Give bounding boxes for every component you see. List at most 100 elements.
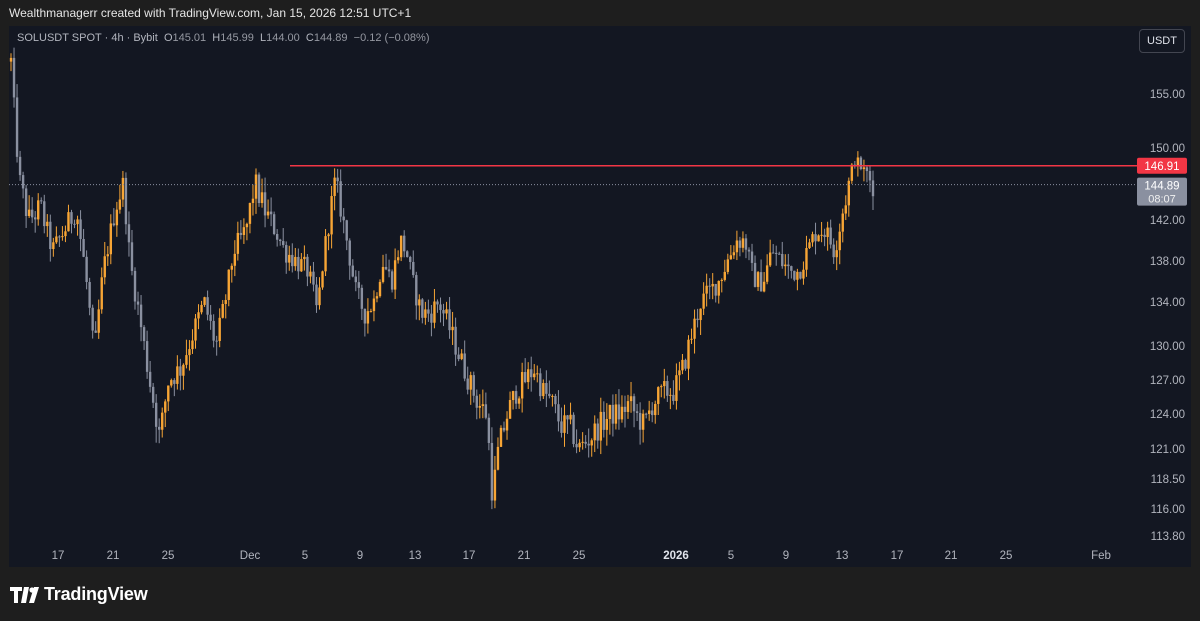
price-chart[interactable]: 155.00 150.00 142.00 138.00 134.00 130.00 127.… xyxy=(9,26,1191,567)
candle-body xyxy=(838,231,841,251)
candle-body xyxy=(170,380,173,386)
candle-body xyxy=(738,240,742,248)
candle-body xyxy=(832,244,835,258)
candle-body xyxy=(741,238,745,248)
candle-body xyxy=(484,404,488,418)
candle-body xyxy=(602,411,606,430)
candle-body xyxy=(587,443,590,446)
candle-body xyxy=(451,326,454,331)
candle-body xyxy=(666,381,669,396)
candle-body xyxy=(136,301,140,305)
low-label: L xyxy=(260,32,267,44)
candle-body xyxy=(681,359,684,371)
candle-body xyxy=(787,264,790,267)
candle-body xyxy=(297,256,300,272)
x-tick-label: 25 xyxy=(1000,550,1013,562)
x-tick-label: 21 xyxy=(107,550,120,562)
candle-body xyxy=(173,380,176,384)
candle-body xyxy=(699,308,702,321)
tradingview-logo[interactable]: TradingView xyxy=(10,584,148,605)
candle-body xyxy=(505,418,509,431)
candle-body xyxy=(502,427,506,431)
candle-body xyxy=(436,301,439,305)
candle-body xyxy=(191,340,194,350)
candle-body xyxy=(669,394,672,396)
x-tick-label: 5 xyxy=(302,550,308,562)
candle-body xyxy=(811,234,814,243)
footer-bar: TradingView xyxy=(0,567,1200,621)
candle-body xyxy=(539,373,542,397)
y-tick-label: 121.00 xyxy=(1150,444,1185,456)
candle-body xyxy=(112,223,116,226)
candle-body xyxy=(856,157,860,167)
candle-body xyxy=(554,395,557,405)
candle-body xyxy=(278,239,282,242)
candle-body xyxy=(687,339,690,369)
candle-body xyxy=(148,371,152,387)
candle-body xyxy=(705,285,708,294)
candle-body xyxy=(106,254,109,257)
x-tick-label: 2026 xyxy=(663,550,689,562)
candle-body xyxy=(638,412,642,430)
candle-body xyxy=(765,265,769,282)
candle-body xyxy=(369,311,373,313)
candle-body xyxy=(868,171,872,181)
candle-body xyxy=(675,375,678,401)
candle-body xyxy=(593,423,596,441)
candle-body xyxy=(678,370,681,376)
candle-body xyxy=(142,327,146,342)
candle-body xyxy=(145,341,149,372)
candle-body xyxy=(182,364,185,376)
candle-body xyxy=(614,404,618,424)
x-tick-label: 9 xyxy=(357,550,363,562)
chart-panel[interactable]: 155.00 150.00 142.00 138.00 134.00 130.00 127.… xyxy=(9,26,1191,567)
symbol-name: SOLUSDT SPOT · 4h · Bybit xyxy=(17,32,158,44)
high-value: 145.99 xyxy=(220,32,254,44)
candle-body xyxy=(487,417,491,443)
x-tick-label: Feb xyxy=(1091,550,1111,562)
candle-body xyxy=(354,276,357,283)
candle-body xyxy=(421,299,424,318)
candle-body xyxy=(12,57,16,98)
candle-body xyxy=(454,326,457,355)
candle-body xyxy=(272,214,276,235)
candle-body xyxy=(796,271,799,280)
candle-body xyxy=(52,242,55,250)
candle-body xyxy=(67,212,70,232)
candle-body xyxy=(348,240,351,266)
candle-body xyxy=(221,303,224,318)
candle-body xyxy=(188,349,191,356)
candle-body xyxy=(409,256,412,262)
candle-body xyxy=(309,271,312,277)
low-value: 144.00 xyxy=(266,32,300,44)
candle-body xyxy=(115,209,119,226)
candle-body xyxy=(366,311,370,324)
candle-body xyxy=(826,227,829,238)
last-price-tag xyxy=(1137,177,1187,206)
candle-body xyxy=(85,256,88,283)
candle-body xyxy=(805,248,808,270)
candle-body xyxy=(88,282,91,308)
high-label: H xyxy=(212,32,221,44)
y-tick-label: 116.00 xyxy=(1151,504,1185,516)
candle-body xyxy=(118,199,122,210)
candle-body xyxy=(802,269,805,279)
candle-body xyxy=(200,304,203,313)
candle-body xyxy=(859,157,863,170)
candle-body xyxy=(164,401,167,413)
candle-body xyxy=(269,211,273,215)
x-tick-label: 21 xyxy=(518,550,531,562)
candle-body xyxy=(257,174,261,204)
candle-body xyxy=(493,469,497,501)
candle-body xyxy=(342,216,345,221)
candle-body xyxy=(445,309,448,314)
candle-body xyxy=(457,354,460,360)
candle-body xyxy=(372,298,376,312)
candle-body xyxy=(58,236,61,238)
candle-body xyxy=(37,200,40,220)
currency-button[interactable]: USDT xyxy=(1139,29,1185,53)
candle-body xyxy=(481,404,485,406)
candle-body xyxy=(865,167,869,172)
resistance-price-label: 146.91 xyxy=(1144,161,1179,173)
candle-body xyxy=(15,97,19,157)
